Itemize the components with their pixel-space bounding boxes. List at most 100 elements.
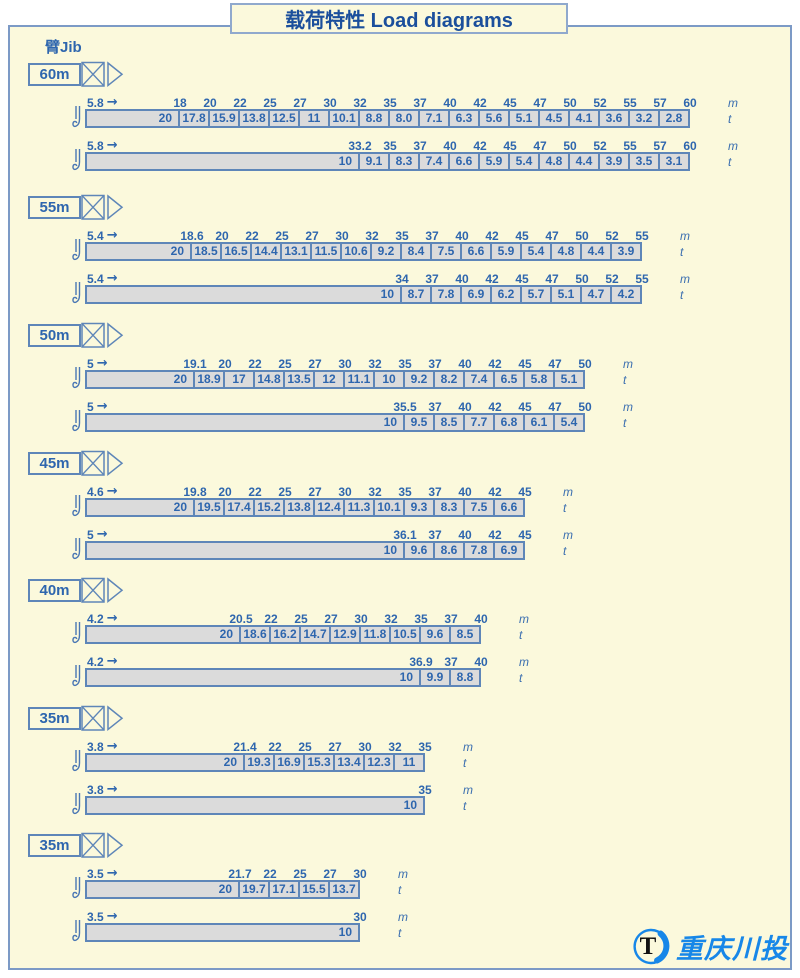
radius-tick: 47 xyxy=(548,400,562,414)
radius-tick: 25 xyxy=(298,740,312,754)
hook-icon xyxy=(71,621,84,651)
radius-unit-label: m xyxy=(398,867,408,881)
load-cell: 9.5 xyxy=(403,415,433,430)
min-radius: 3.5 → xyxy=(87,910,118,924)
load-cell: 8.3 xyxy=(433,500,463,515)
radius-tick: 37 xyxy=(425,272,439,286)
load-cell: 10 xyxy=(338,154,352,168)
arrow-right-icon: → xyxy=(96,356,108,371)
min-radius: 5 → xyxy=(87,400,108,414)
radius-tick: 19.8 xyxy=(183,485,207,499)
load-cell: 6.6 xyxy=(448,154,478,169)
hook-icon xyxy=(71,664,84,694)
jib-schematic-icon xyxy=(81,61,137,88)
radius-tick: 50 xyxy=(575,229,589,243)
min-radius: 4.6 → xyxy=(87,485,118,499)
load-cell: 9.2 xyxy=(403,372,433,387)
load-cell: 14.4 xyxy=(250,244,280,259)
load-cell: 19.3 xyxy=(243,755,273,770)
radius-unit-label: m xyxy=(519,612,529,626)
load-cell: 7.5 xyxy=(463,500,493,515)
hook-icon xyxy=(71,749,84,779)
load-cell: 9.2 xyxy=(370,244,400,259)
radius-tick: 40 xyxy=(458,400,472,414)
load-unit-label: t xyxy=(728,112,732,126)
jib-section: 60m 5.8 → 18 20 22 25 27 30 32 35 37 40 42 45 47 50 52 55 5… xyxy=(0,61,800,181)
arrow-right-icon: → xyxy=(106,909,118,924)
radius-tick: 50 xyxy=(563,139,577,153)
jib-schematic-icon xyxy=(81,705,137,732)
radius-tick: 42 xyxy=(473,139,487,153)
min-radius: 5.4 → xyxy=(87,272,118,286)
load-cell: 5.8 xyxy=(523,372,553,387)
radius-tick: 22 xyxy=(264,612,278,626)
jib-length-badge: 50m xyxy=(28,324,81,347)
load-cell: 5.7 xyxy=(520,287,550,302)
min-radius: 3.8 → xyxy=(87,783,118,797)
load-cell: 4.8 xyxy=(550,244,580,259)
radius-tick: 37 xyxy=(428,528,442,542)
load-cell: 12.5 xyxy=(268,111,298,126)
load-cell: 17.8 xyxy=(178,111,208,126)
load-cell: 8.3 xyxy=(388,154,418,169)
hook-icon xyxy=(71,919,84,949)
radius-tick: 37 xyxy=(413,96,427,110)
radius-tick: 50 xyxy=(575,272,589,286)
load-cell: 6.8 xyxy=(493,415,523,430)
radius-unit-label: m xyxy=(563,528,573,542)
radius-tick: 32 xyxy=(368,485,382,499)
radius-tick: 25 xyxy=(294,612,308,626)
load-cell: 17.1 xyxy=(268,882,298,897)
radius-tick: 20 xyxy=(203,96,217,110)
load-cell: 4.1 xyxy=(568,111,598,126)
min-radius: 5.8 → xyxy=(87,96,118,110)
radius-tick: 30 xyxy=(335,229,349,243)
load-cell: 18.5 xyxy=(190,244,220,259)
jib-section: 35m 3.8 → 21.4 22 25 27 30 32 35 m 20 19.3 16.9 15.3 13… xyxy=(0,705,800,825)
radius-tick: 27 xyxy=(308,485,322,499)
radius-tick: 40 xyxy=(455,272,469,286)
radius-tick: 47 xyxy=(545,229,559,243)
load-cell: 11.1 xyxy=(343,372,373,387)
radius-tick: 50 xyxy=(563,96,577,110)
radius-tick: 52 xyxy=(593,96,607,110)
radius-tick: 55 xyxy=(635,229,649,243)
load-cell: 12.4 xyxy=(313,500,343,515)
load-cell: 3.6 xyxy=(598,111,628,126)
load-cell: 20 xyxy=(218,882,232,896)
radius-tick: 35.5 xyxy=(393,400,417,414)
jib-schematic-icon xyxy=(81,322,137,349)
load-unit-label: t xyxy=(519,671,523,685)
radius-tick: 30 xyxy=(353,867,367,881)
radius-tick: 35 xyxy=(398,485,412,499)
radius-tick: 36.1 xyxy=(393,528,417,542)
load-cell: 5.9 xyxy=(478,154,508,169)
radius-tick: 19.1 xyxy=(183,357,207,371)
load-cell: 7.8 xyxy=(463,543,493,558)
load-bar: 10 xyxy=(85,796,425,815)
load-cell: 5.4 xyxy=(520,244,550,259)
load-cell: 17 xyxy=(223,372,253,387)
load-cell: 3.9 xyxy=(598,154,628,169)
radius-tick: 27 xyxy=(308,357,322,371)
radius-tick: 37 xyxy=(428,357,442,371)
jib-length-badge: 40m xyxy=(28,579,81,602)
radius-tick: 27 xyxy=(293,96,307,110)
radius-tick: 25 xyxy=(275,229,289,243)
radius-tick: 21.4 xyxy=(233,740,257,754)
radius-tick: 45 xyxy=(518,528,532,542)
load-bar: 20 18.9 17 14.8 13.5 12 11.1 10 9.2 8.2 7.4 6.5 5.8 5… xyxy=(85,370,585,389)
min-radius: 4.2 → xyxy=(87,655,118,669)
radius-tick: 32 xyxy=(384,612,398,626)
hook-icon xyxy=(71,876,84,906)
arrow-right-icon: → xyxy=(106,484,118,499)
load-cell: 8.6 xyxy=(433,543,463,558)
load-cell: 3.5 xyxy=(628,154,658,169)
radius-unit-label: m xyxy=(728,139,738,153)
load-cell: 18.6 xyxy=(239,627,269,642)
load-cell: 13.4 xyxy=(333,755,363,770)
radius-tick: 55 xyxy=(623,139,637,153)
load-cell: 7.8 xyxy=(430,287,460,302)
load-unit-label: t xyxy=(463,756,467,770)
